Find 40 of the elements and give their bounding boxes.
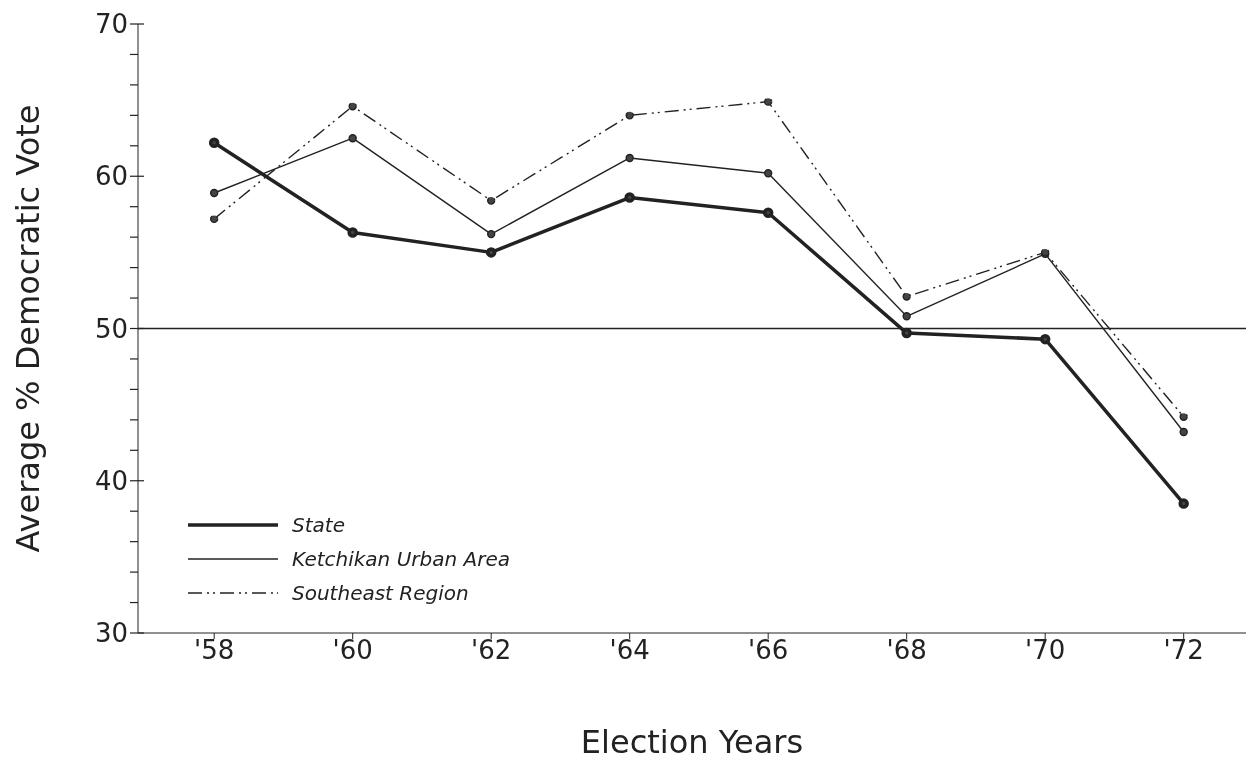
legend-label: Southeast Region <box>292 581 469 605</box>
y-tick-label: 60 <box>94 161 128 192</box>
point <box>625 111 634 120</box>
x-tick-label: '60 <box>332 635 373 666</box>
x-tick-label: '66 <box>748 635 789 666</box>
x-tick-label: '68 <box>886 635 927 666</box>
point <box>348 102 357 111</box>
y-tick-label: 50 <box>94 313 128 344</box>
x-tick-label: '64 <box>609 635 650 666</box>
point <box>901 327 912 339</box>
point <box>625 153 634 163</box>
x-tick-label: '72 <box>1163 635 1204 666</box>
legend-label: Ketchikan Urban Area <box>292 547 510 571</box>
point <box>486 229 496 239</box>
point <box>485 247 497 258</box>
point <box>209 188 219 198</box>
x-tick-label: '62 <box>471 635 512 666</box>
point <box>347 227 358 238</box>
y-tick-label: 30 <box>94 618 128 648</box>
point <box>208 137 220 149</box>
point <box>486 196 496 205</box>
y-axis-title: Average % Democratic Vote <box>9 104 48 553</box>
point <box>762 207 774 219</box>
point <box>763 97 773 106</box>
point <box>1179 427 1188 437</box>
point <box>1179 412 1188 422</box>
point <box>763 169 773 178</box>
point <box>902 312 911 321</box>
x-axis-title: Election Years <box>580 723 804 761</box>
point <box>1178 498 1189 509</box>
point <box>1039 333 1051 345</box>
legend-label: State <box>292 513 345 537</box>
x-tick-label: '70 <box>1025 635 1066 666</box>
y-tick-label: 70 <box>94 9 128 39</box>
point <box>348 133 357 143</box>
point <box>902 292 911 301</box>
point <box>624 192 635 203</box>
y-tick-label: 40 <box>94 465 128 496</box>
point <box>209 214 219 224</box>
x-tick-label: '58 <box>194 635 235 666</box>
